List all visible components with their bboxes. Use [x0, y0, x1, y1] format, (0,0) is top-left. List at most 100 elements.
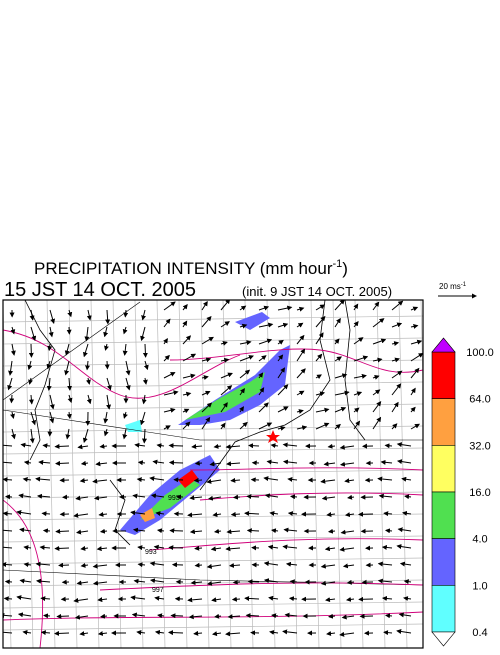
colorbar-label: 1.0: [472, 580, 487, 592]
wind-vector: [291, 496, 297, 497]
coastline: [345, 300, 365, 440]
wind-vector: [56, 463, 69, 464]
wind-vector: [142, 327, 145, 340]
wind-vector: [56, 531, 69, 532]
wind-vector: [397, 631, 411, 633]
wind-vector: [41, 547, 50, 548]
map: 993 993 997: [0, 294, 429, 648]
grid-line: [289, 300, 297, 648]
wind-vector: [88, 395, 90, 403]
wind-vector: [259, 356, 266, 361]
wind-vector: [87, 361, 88, 369]
wind-vector: [329, 446, 335, 447]
wind-vector: [284, 530, 297, 531]
wind-vector: [31, 429, 33, 442]
wind-vector: [0, 445, 12, 446]
wind-vector: [99, 514, 107, 515]
wind-vector: [144, 429, 145, 443]
wind-vector: [386, 530, 392, 531]
wind-vector: [139, 564, 145, 565]
wind-vector: [266, 495, 278, 497]
wind-vector: [265, 563, 278, 565]
wind-vector: [202, 317, 211, 327]
wind-vector: [100, 446, 107, 447]
grid-line: [245, 300, 253, 648]
colorbar-label: 4.0: [472, 534, 487, 546]
coastline: [110, 480, 130, 545]
wind-vector: [124, 327, 126, 333]
wind-vector: [44, 530, 50, 531]
wind-vector: [88, 310, 90, 320]
wind-vector: [233, 599, 240, 600]
wind-vector: [288, 479, 297, 480]
wind-vector: [188, 514, 202, 515]
wind-vector: [340, 633, 354, 635]
wind-vector: [297, 349, 305, 361]
wind-vector: [202, 359, 210, 361]
wind-vector: [297, 323, 303, 327]
valid-time: 15 JST 14 OCT. 2005: [4, 279, 196, 301]
grid-line: [3, 624, 423, 630]
wind-vector: [6, 496, 12, 497]
wind-vector: [278, 407, 288, 412]
wind-vector: [94, 565, 107, 567]
wind-vector: [354, 322, 358, 327]
wind-vector: [234, 582, 240, 583]
wind-vector: [139, 462, 145, 463]
wind-vector: [347, 599, 354, 600]
colorbar: 100.064.032.016.04.01.00.4: [432, 338, 494, 646]
wind-vector: [267, 461, 278, 463]
wind-vector: [373, 390, 380, 395]
wind-vector: [227, 446, 240, 447]
wind-vector: [213, 514, 221, 515]
wind-vector: [194, 633, 202, 634]
wind-vector: [24, 564, 31, 565]
isobar-label: 993: [168, 495, 180, 502]
wind-vector: [57, 616, 69, 617]
wind-vector: [215, 531, 221, 532]
wind-vector: [12, 412, 13, 418]
wind-vector: [221, 299, 230, 310]
wind-vector: [81, 480, 88, 481]
grid-line: [3, 426, 423, 432]
wind-vector: [126, 378, 129, 390]
wind-vector: [284, 462, 297, 463]
wind-vector: [227, 463, 240, 464]
wind-vector: [373, 376, 379, 378]
wind-vector: [183, 393, 190, 395]
wind-vector: [212, 599, 221, 600]
wind-vector: [192, 446, 202, 447]
wind-vector: [169, 632, 183, 633]
wind-vector: [138, 479, 145, 480]
isobar: [3, 500, 43, 648]
wind-vector: [183, 321, 187, 327]
wind-vector: [196, 565, 202, 566]
wind-vector: [284, 444, 297, 446]
wind-vector: [272, 445, 278, 446]
wind-vector: [107, 310, 108, 324]
wind-vector: [402, 479, 411, 480]
wind-vector: [86, 327, 88, 341]
wind-vector: [316, 423, 329, 429]
wind-vector: [88, 378, 89, 384]
isobar: [150, 539, 423, 550]
wind-vector: [66, 361, 69, 375]
wind-vector: [245, 598, 259, 599]
wind-vector: [82, 565, 88, 566]
wind-vector: [25, 462, 31, 463]
wind-vector: [401, 563, 411, 565]
wind-vector: [230, 565, 240, 566]
wind-vector: [164, 319, 170, 327]
wind-vector: [44, 615, 50, 616]
wind-vector: [341, 463, 354, 465]
wind-vector: [316, 305, 324, 310]
wind-vector: [392, 403, 398, 412]
wind-vector: [21, 445, 31, 446]
rain-area: [125, 420, 142, 432]
wind-vector: [183, 305, 187, 310]
wind-vector: [42, 513, 50, 514]
wind-vector: [125, 344, 126, 355]
wind-vector: [326, 548, 335, 549]
wind-vector: [270, 513, 278, 514]
wind-vector: [240, 370, 249, 378]
